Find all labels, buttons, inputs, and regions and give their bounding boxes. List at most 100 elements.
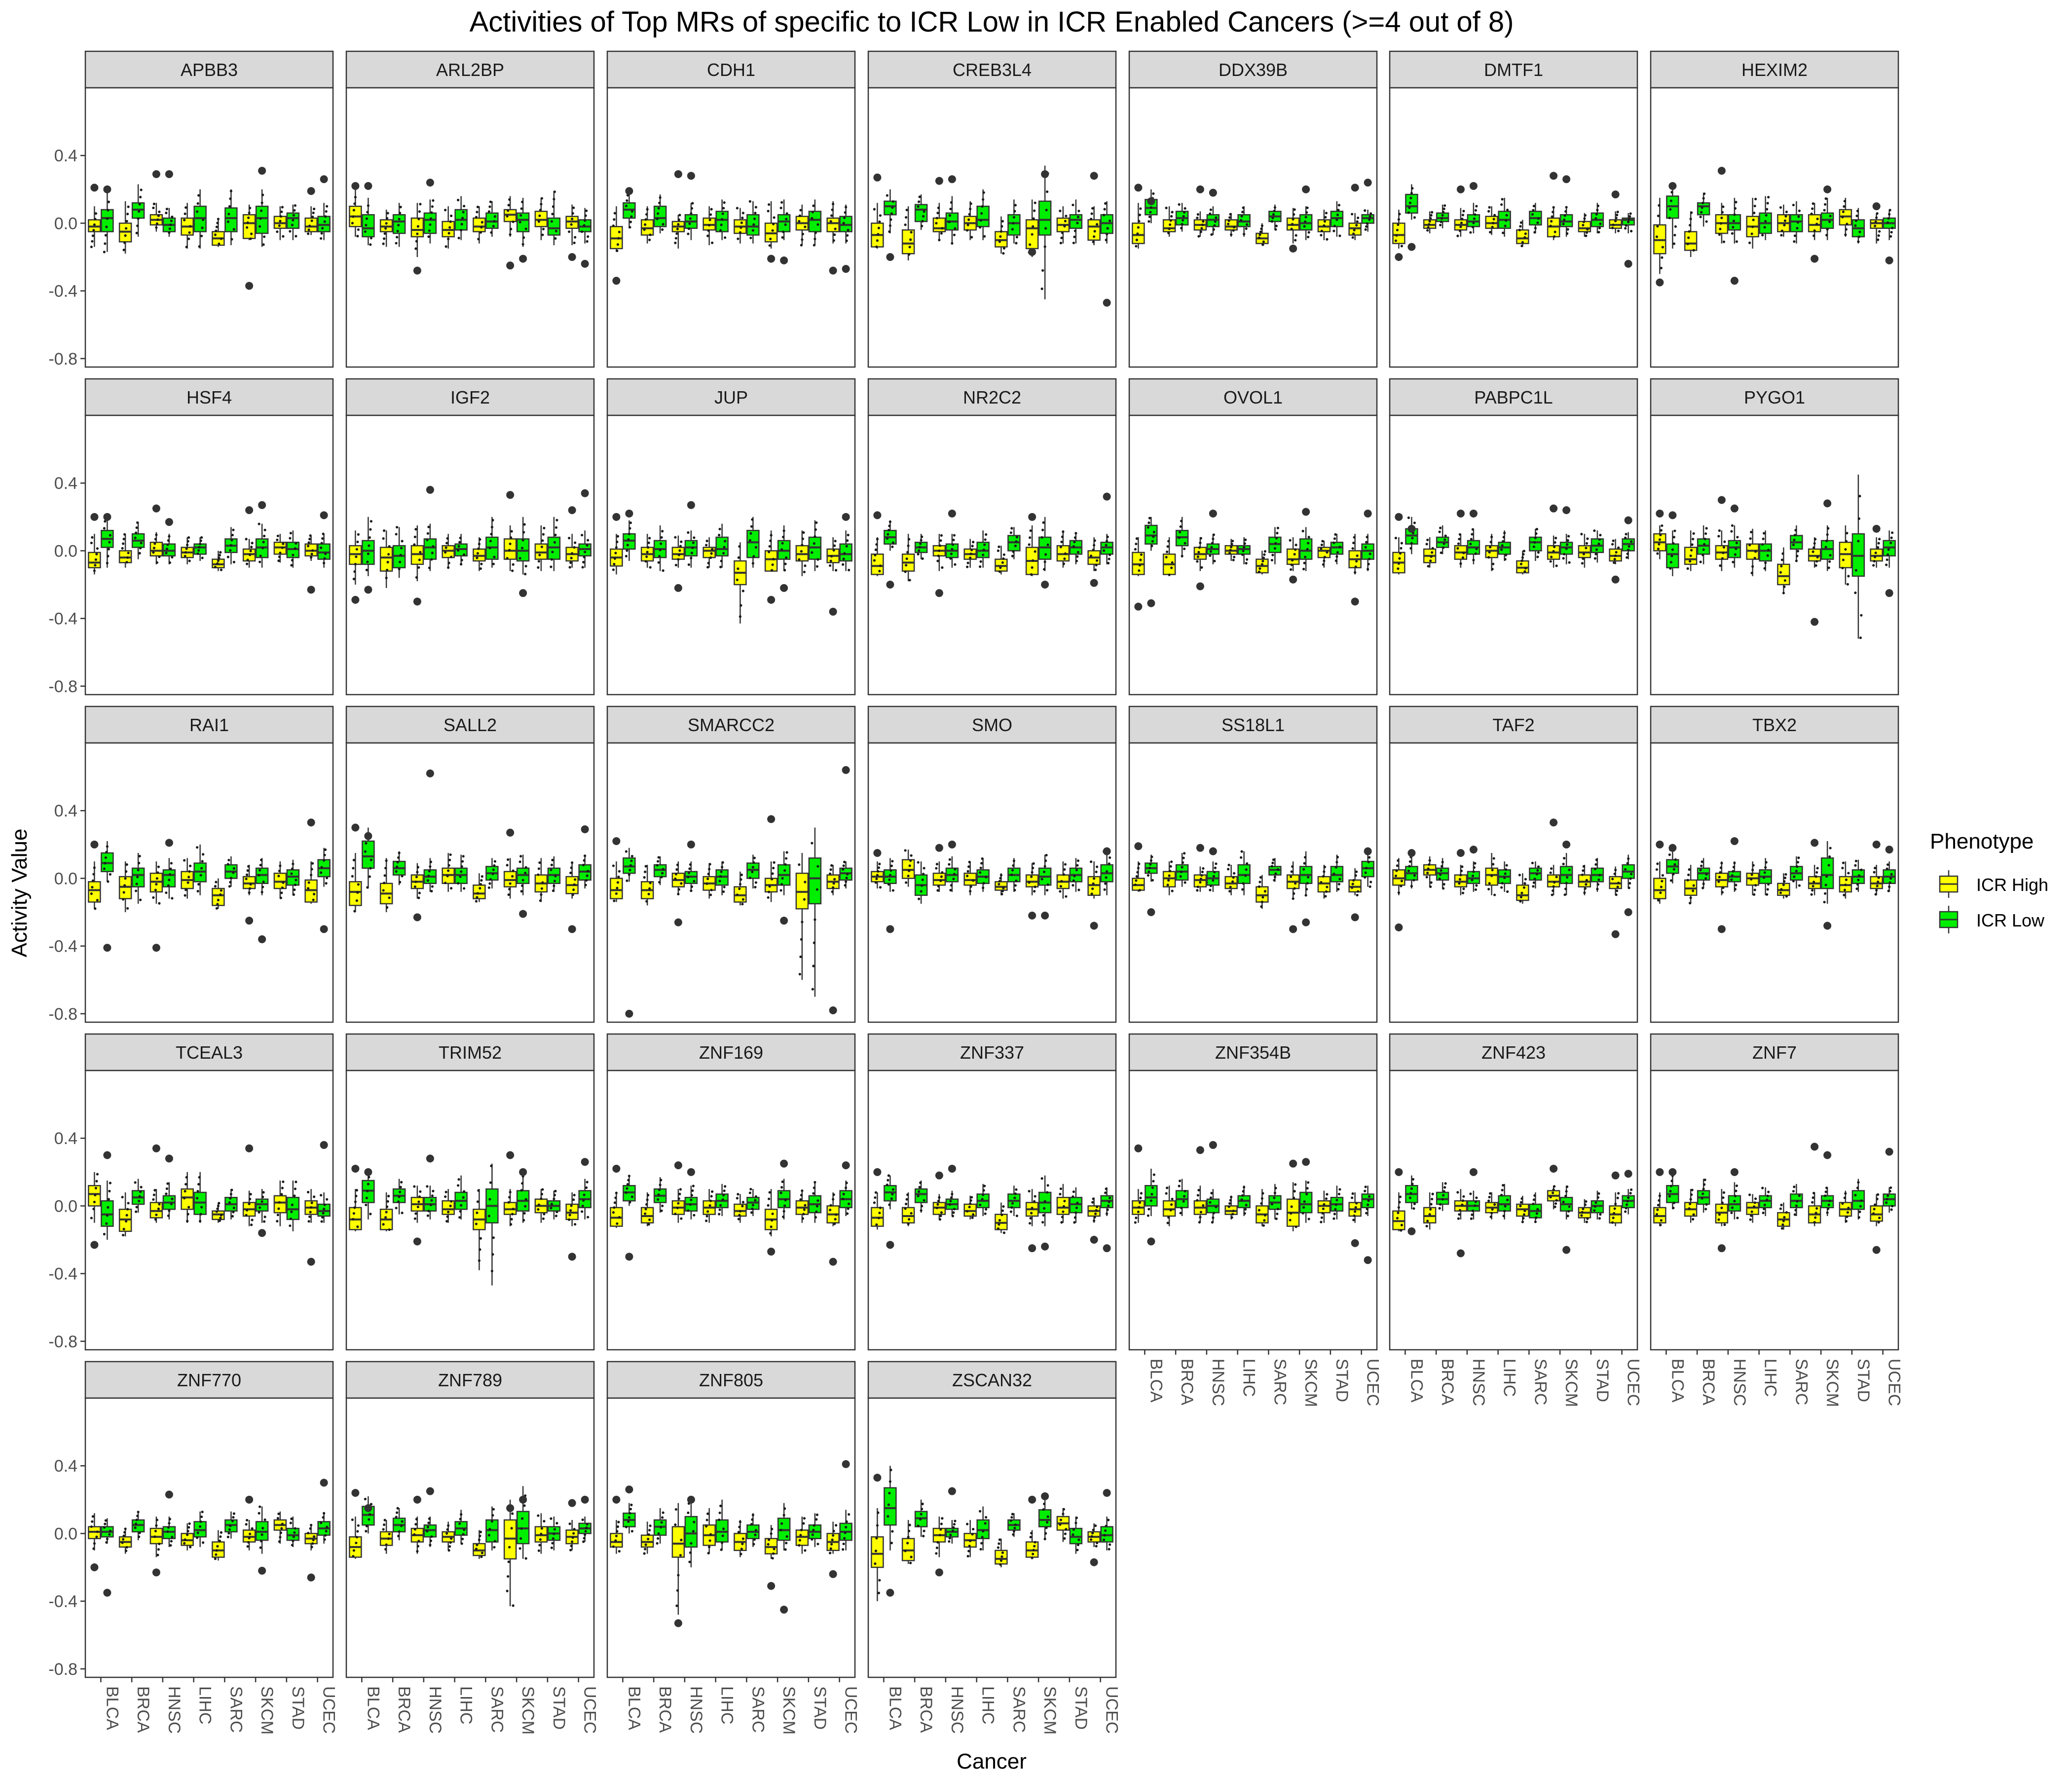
sample-point <box>936 1203 939 1206</box>
sample-point <box>1520 559 1523 562</box>
outlier-point <box>1090 579 1098 587</box>
sample-point <box>1181 222 1184 226</box>
sample-point <box>613 899 616 902</box>
box-icr-high-brca <box>1162 206 1176 237</box>
box-icr-low-lihc <box>976 857 990 892</box>
sample-point <box>1563 893 1566 896</box>
sample-point <box>771 1212 774 1216</box>
facet-panel-znf337: ZNF337 <box>867 1033 1117 1351</box>
sample-point <box>457 549 460 552</box>
sample-point <box>310 553 313 555</box>
sample-point <box>1660 529 1663 532</box>
sample-point <box>1856 210 1859 213</box>
sample-point <box>1399 552 1402 555</box>
sample-point <box>1719 866 1722 869</box>
sample-point <box>218 242 221 245</box>
sample-point <box>90 1217 93 1220</box>
sample-point <box>1323 224 1326 227</box>
sample-point <box>414 1212 417 1215</box>
sample-point <box>196 1190 199 1193</box>
sample-point <box>1060 540 1063 544</box>
sample-point <box>308 1215 311 1218</box>
facet-panel-ss18l1: SS18L1 <box>1128 705 1378 1023</box>
sample-point <box>278 224 281 227</box>
sample-point <box>768 1197 771 1200</box>
sample-point <box>307 545 310 548</box>
sample-point <box>1196 889 1199 892</box>
sample-point <box>1090 555 1093 557</box>
sample-point <box>366 1189 369 1192</box>
sample-point <box>814 237 816 240</box>
sample-point <box>569 871 572 874</box>
box-icr-high-brca <box>1162 537 1176 576</box>
outlier-point <box>364 832 372 840</box>
sample-point <box>814 918 816 921</box>
sample-point <box>878 862 881 865</box>
sample-point <box>320 866 323 869</box>
sample-point <box>1369 553 1371 555</box>
sample-point <box>281 206 284 209</box>
facet-strip <box>84 705 334 744</box>
sample-point <box>1595 548 1598 551</box>
sample-point <box>1699 869 1702 872</box>
box-icr-high-ucec <box>565 534 579 569</box>
sample-point <box>1829 554 1832 557</box>
sample-point <box>1275 224 1278 227</box>
sample-point <box>1440 221 1443 223</box>
sample-point <box>1584 214 1587 217</box>
sample-point <box>936 212 939 215</box>
sample-point <box>1519 221 1522 224</box>
sample-point <box>1722 546 1725 549</box>
sample-point <box>107 1206 110 1209</box>
outlier-point <box>152 1144 160 1152</box>
sample-point <box>1583 891 1586 894</box>
sample-point <box>1798 884 1801 887</box>
sample-point <box>1369 885 1371 888</box>
sample-point <box>721 212 724 215</box>
sample-point <box>414 247 417 250</box>
sample-point <box>923 210 925 213</box>
box-icr-low-ucec <box>1361 534 1374 571</box>
outlier-point <box>307 586 315 594</box>
sample-point <box>918 195 921 198</box>
sample-point <box>1671 548 1674 551</box>
sample-point <box>459 536 462 540</box>
sample-point <box>247 865 250 868</box>
sample-point <box>875 1223 878 1226</box>
sample-point <box>1258 881 1261 884</box>
sample-point <box>448 858 451 861</box>
sample-point <box>539 899 542 902</box>
sample-point <box>1617 882 1620 885</box>
sample-point <box>771 1219 774 1222</box>
sample-point <box>153 542 156 545</box>
sample-point <box>966 874 969 878</box>
sample-point <box>355 555 358 558</box>
sample-point <box>1783 223 1786 226</box>
sample-point <box>460 558 463 561</box>
sample-point <box>723 546 726 549</box>
sample-point <box>1356 554 1359 557</box>
sample-point <box>1487 210 1490 213</box>
sample-point <box>1627 549 1630 552</box>
box-icr-low-hnsc <box>1467 203 1480 234</box>
sample-point <box>782 529 785 532</box>
box-icr-high-blca <box>1653 861 1666 904</box>
sample-point <box>847 533 850 537</box>
sample-point <box>1779 206 1782 209</box>
box-icr-high-hnsc <box>149 532 163 564</box>
sample-point <box>941 871 944 874</box>
sample-point <box>573 1193 576 1197</box>
facet-strip-label: PYGO1 <box>1744 387 1805 407</box>
box-icr-high-skcm <box>1286 861 1300 900</box>
sample-point <box>430 211 433 214</box>
facet-panel-sall2: SALL2 <box>345 705 595 1023</box>
sample-point <box>106 217 109 220</box>
sample-point <box>1198 546 1201 549</box>
sample-point <box>1891 226 1894 229</box>
sample-point <box>968 213 971 216</box>
sample-point <box>784 562 787 565</box>
sample-point <box>139 547 142 550</box>
box-icr-high-ucec <box>1087 860 1101 899</box>
box-icr-high-sarc <box>995 873 1008 895</box>
y-tick-label: -0.8 <box>48 677 77 696</box>
